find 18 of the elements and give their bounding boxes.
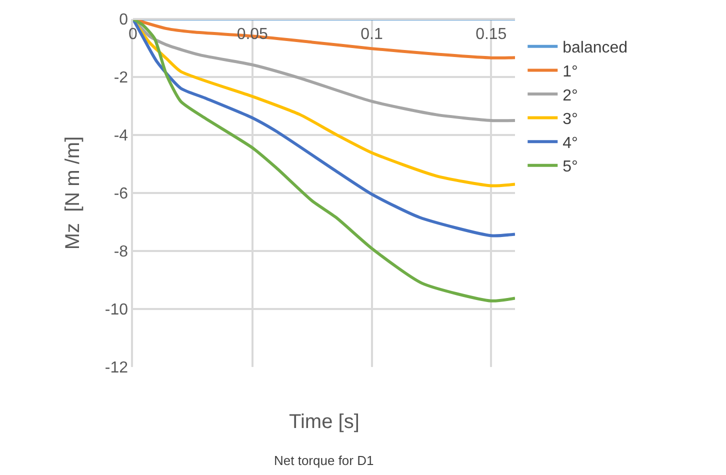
legend-label: 4°: [562, 134, 578, 152]
legend-label: balanced: [562, 40, 628, 57]
x-tick-label: 0.15: [476, 26, 507, 43]
legend-label: 3°: [562, 111, 578, 128]
legend-label: 5°: [562, 158, 578, 176]
x-tick-label: 0.1: [360, 26, 383, 43]
y-tick-label: -10: [104, 302, 128, 319]
y-tick-label: -8: [114, 244, 128, 261]
y-tick-label: 0: [119, 12, 128, 29]
y-tick-label: -6: [114, 186, 128, 203]
y-tick-label: -2: [114, 70, 128, 87]
x-axis-title: Time [s]: [289, 411, 360, 433]
text: Net torque for D1: [274, 453, 374, 468]
y-axis-title: Mz [N m /m]: [62, 136, 84, 250]
y-tick-label: -12: [104, 360, 128, 377]
legend-label: 1°: [562, 63, 578, 80]
legend-label: 2°: [562, 87, 578, 104]
y-tick-label: -4: [114, 128, 128, 145]
